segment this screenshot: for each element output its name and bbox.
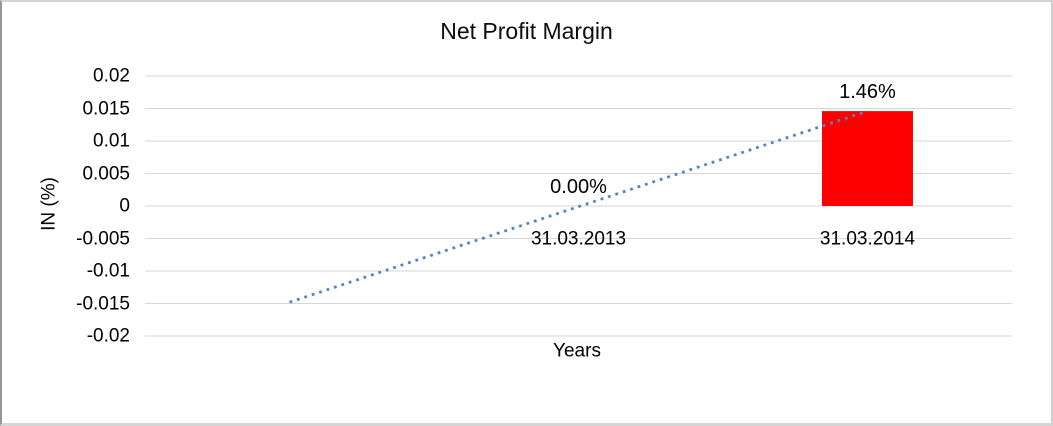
data-label: 0.00% xyxy=(550,176,607,198)
y-axis-tick-label: 0.02 xyxy=(93,65,130,87)
y-axis-tick-label: -0.02 xyxy=(86,325,130,347)
data-label: 1.46% xyxy=(839,81,896,104)
y-axis-tick-label: -0.015 xyxy=(76,293,130,314)
y-axis-tick-label: 0.005 xyxy=(82,163,130,184)
chart-title: Net Profit Margin xyxy=(440,18,613,44)
x-axis-title: Years xyxy=(553,340,601,362)
trendline xyxy=(289,109,868,304)
bar-31.03.2014 xyxy=(821,111,913,206)
y-axis-tick-label: -0.01 xyxy=(86,260,130,282)
y-axis-tick-label: 0.01 xyxy=(93,130,130,152)
y-axis-tick-label: 0.015 xyxy=(82,98,130,119)
x-axis-category-label: 31.03.2013 xyxy=(530,228,627,250)
y-axis-tick-label: 0 xyxy=(119,195,130,217)
y-axis-tick-label: -0.005 xyxy=(76,228,130,249)
x-axis-category-label: 31.03.2014 xyxy=(819,228,916,250)
